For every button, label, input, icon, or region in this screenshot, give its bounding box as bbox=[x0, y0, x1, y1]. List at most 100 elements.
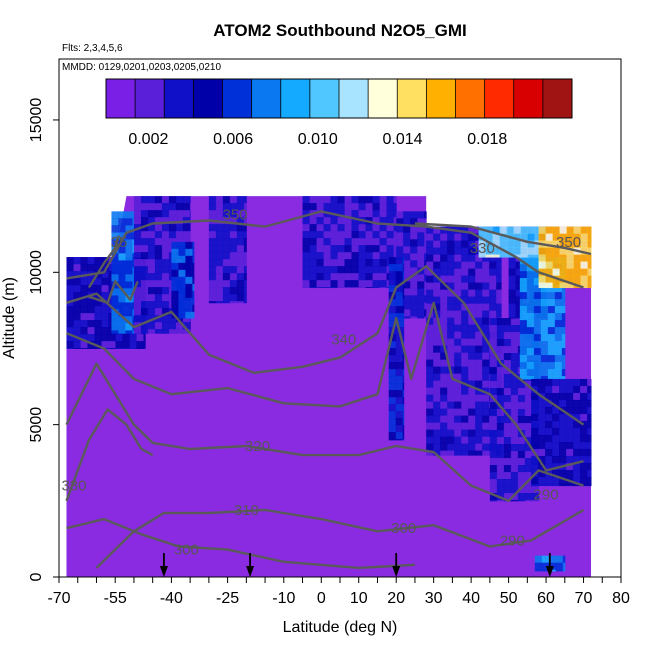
heatmap-cell bbox=[496, 303, 502, 312]
heatmap-cell bbox=[510, 395, 519, 403]
heatmap-cell bbox=[372, 238, 381, 246]
heatmap-cell bbox=[118, 267, 126, 275]
heatmap-cell bbox=[447, 443, 455, 452]
heatmap-cell bbox=[344, 203, 353, 211]
heatmap-cell bbox=[236, 294, 245, 302]
heatmap-cell bbox=[426, 324, 434, 333]
heatmap-cell bbox=[499, 233, 508, 242]
heatmap-cell bbox=[122, 348, 130, 349]
heatmap-cell bbox=[541, 562, 550, 571]
heatmap-cell bbox=[424, 239, 427, 247]
colorbar-segment bbox=[484, 79, 515, 118]
heatmap-cell bbox=[365, 273, 374, 281]
heatmap-cell bbox=[426, 429, 434, 438]
heatmap-cell bbox=[185, 255, 193, 264]
heatmap-cell bbox=[447, 415, 455, 424]
heatmap-cell bbox=[454, 436, 462, 445]
heatmap-cell bbox=[447, 401, 455, 410]
heatmap-cell bbox=[573, 392, 581, 401]
heatmap-cell bbox=[454, 296, 462, 305]
heatmap-cell bbox=[562, 562, 566, 571]
heatmap-cell bbox=[566, 448, 574, 457]
heatmap-cell bbox=[587, 483, 592, 487]
heatmap-cell bbox=[185, 248, 193, 257]
heatmap-cell bbox=[489, 381, 498, 389]
heatmap-cell bbox=[561, 362, 566, 370]
heatmap-cell bbox=[489, 374, 498, 382]
heatmap-cell bbox=[372, 217, 381, 225]
heatmap-cell bbox=[482, 359, 490, 368]
heatmap-cell bbox=[358, 252, 367, 260]
heatmap-cell bbox=[393, 217, 397, 225]
heatmap-cell bbox=[538, 413, 546, 422]
heatmap-cell bbox=[547, 348, 556, 356]
heatmap-cell bbox=[208, 245, 217, 253]
heatmap-cell bbox=[118, 225, 126, 233]
heatmap-cell bbox=[454, 310, 462, 319]
heatmap-cell bbox=[531, 486, 540, 494]
heatmap-cell bbox=[489, 437, 498, 445]
heatmap-cell bbox=[133, 203, 142, 211]
heatmap-cell bbox=[440, 373, 448, 382]
heatmap-cell bbox=[424, 281, 427, 289]
heatmap-cell bbox=[531, 441, 539, 450]
heatmap-cell bbox=[395, 383, 404, 391]
heatmap-cell bbox=[489, 458, 498, 466]
heatmap-cell bbox=[388, 306, 397, 314]
heatmap-cell bbox=[454, 268, 462, 277]
heatmap-cell bbox=[559, 254, 568, 263]
heatmap-cell bbox=[531, 406, 539, 415]
heatmap-cell bbox=[365, 196, 374, 204]
heatmap-cell bbox=[161, 231, 170, 239]
heatmap-cell bbox=[526, 292, 535, 300]
heatmap-cell bbox=[559, 240, 568, 249]
heatmap-cell bbox=[316, 273, 325, 281]
heatmap-cell bbox=[161, 210, 170, 218]
heatmap-cell bbox=[410, 295, 418, 303]
heatmap-cell bbox=[147, 273, 156, 281]
heatmap-cell bbox=[395, 355, 404, 363]
heatmap-cell bbox=[559, 282, 568, 289]
heatmap-cell bbox=[510, 339, 519, 347]
heatmap-cell bbox=[395, 264, 404, 272]
heatmap-cell bbox=[410, 239, 418, 247]
heatmap-cell bbox=[547, 369, 556, 377]
heatmap-cell bbox=[66, 341, 74, 349]
heatmap-cell bbox=[573, 385, 581, 394]
heatmap-cell bbox=[524, 430, 533, 438]
heatmap-cell bbox=[395, 334, 404, 342]
heatmap-cell bbox=[80, 348, 88, 349]
heatmap-cell bbox=[468, 422, 476, 431]
heatmap-cell bbox=[440, 317, 448, 326]
heatmap-cell bbox=[424, 274, 427, 282]
heatmap-cell bbox=[508, 310, 517, 319]
heatmap-cell bbox=[517, 402, 526, 410]
heatmap-cell bbox=[552, 448, 560, 457]
heatmap-cell bbox=[433, 415, 441, 424]
heatmap-cell bbox=[482, 289, 490, 298]
heatmap-cell bbox=[426, 303, 434, 312]
heatmap-cell bbox=[580, 254, 589, 263]
heatmap-cell bbox=[80, 264, 88, 272]
heatmap-cell bbox=[440, 422, 448, 431]
heatmap-cell bbox=[552, 413, 560, 422]
heatmap-cell bbox=[496, 289, 502, 298]
heatmap-cell bbox=[461, 254, 469, 263]
heatmap-cell bbox=[510, 472, 519, 480]
heatmap-cell bbox=[545, 378, 553, 387]
heatmap-cell bbox=[524, 486, 533, 494]
heatmap-cell bbox=[503, 325, 512, 333]
heatmap-cell bbox=[540, 376, 549, 380]
heatmap-cell bbox=[580, 282, 589, 289]
heatmap-cell bbox=[365, 266, 374, 274]
heatmap-cell bbox=[454, 422, 462, 431]
heatmap-cell bbox=[454, 429, 462, 438]
heatmap-cell bbox=[140, 294, 149, 302]
heatmap-cell bbox=[433, 289, 441, 298]
heatmap-cell bbox=[175, 329, 184, 334]
heatmap-cell bbox=[478, 254, 487, 258]
heatmap-cell bbox=[365, 245, 374, 253]
colorbar-segment bbox=[106, 79, 136, 118]
heatmap-cell bbox=[417, 260, 425, 268]
heatmap-cell bbox=[388, 418, 397, 426]
